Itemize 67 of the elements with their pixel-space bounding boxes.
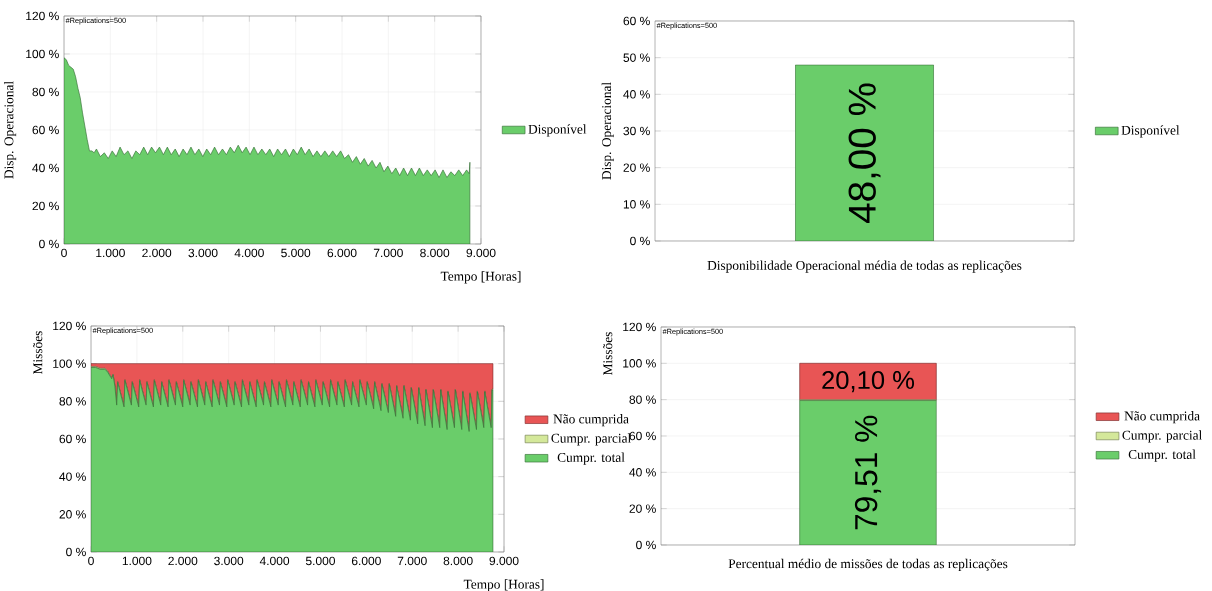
data-label: 79,51 % bbox=[854, 415, 882, 530]
y-tick-label: 20 % bbox=[59, 510, 86, 519]
y-tick-label: 0 % bbox=[636, 540, 656, 550]
x-tick-label: 4.000 bbox=[234, 248, 264, 258]
x-axis-title: Tempo [Horas] bbox=[440, 271, 521, 284]
legend-label: Cumpr. total bbox=[1128, 449, 1196, 462]
legend-label: Cumpr. parcial bbox=[1122, 430, 1203, 443]
y-tick-label: 40 % bbox=[59, 472, 86, 481]
y-tick-label: 80 % bbox=[59, 397, 86, 406]
x-tick-label: 6.000 bbox=[351, 556, 381, 566]
x-tick-label: 7.000 bbox=[373, 248, 403, 258]
y-tick-label: 60 % bbox=[629, 431, 656, 441]
y-tick-label: 100 % bbox=[53, 359, 86, 368]
y-tick-label: 40 % bbox=[629, 468, 656, 477]
legend-label: Disponível bbox=[1121, 125, 1180, 138]
legend-label: Não cumprida bbox=[553, 414, 629, 427]
x-tick-label: 9.000 bbox=[466, 248, 496, 258]
y-tick-label: 30 % bbox=[623, 126, 650, 136]
x-axis-title: Percentual médio de missões de todas as replicações bbox=[728, 558, 1008, 571]
y-tick-label: 10 % bbox=[623, 200, 650, 209]
y-tick-label: 100 % bbox=[26, 49, 59, 59]
legend-label: Disponível bbox=[528, 124, 587, 137]
y-tick-label: 60 % bbox=[623, 16, 650, 26]
y-tick-label: 50 % bbox=[623, 53, 650, 62]
y-tick-label: 20 % bbox=[32, 201, 59, 211]
x-tick-label: 2.000 bbox=[142, 248, 172, 258]
y-axis-title: Disp. Operacional bbox=[4, 81, 17, 179]
x-tick-label: 5.000 bbox=[281, 248, 311, 258]
x-tick-label: 0 bbox=[88, 556, 94, 566]
x-axis-title: Tempo [Horas] bbox=[463, 579, 544, 591]
x-tick-label: 5.000 bbox=[305, 556, 335, 566]
legend-label: Cumpr. total bbox=[557, 452, 625, 465]
y-tick-label: 60 % bbox=[59, 434, 86, 444]
x-tick-label: 1.000 bbox=[122, 556, 152, 566]
y-tick-label: 80 % bbox=[32, 87, 59, 97]
y-tick-label: 40 % bbox=[623, 90, 650, 99]
y-tick-label: 0 % bbox=[39, 239, 59, 249]
y-tick-label: 120 % bbox=[53, 321, 86, 331]
y-tick-label: 60 % bbox=[32, 125, 59, 135]
y-tick-label: 0 % bbox=[630, 236, 650, 246]
y-tick-label: 20 % bbox=[629, 504, 656, 513]
y-axis-title: Disp. Operacional bbox=[601, 82, 614, 180]
y-tick-label: 80 % bbox=[629, 395, 656, 404]
x-tick-label: 7.000 bbox=[397, 556, 427, 566]
y-tick-label: 120 % bbox=[623, 322, 656, 332]
data-label: 20,10 % bbox=[822, 370, 915, 393]
x-tick-label: 8.000 bbox=[420, 248, 450, 258]
y-tick-label: 100 % bbox=[623, 359, 656, 368]
y-tick-label: 20 % bbox=[623, 163, 650, 172]
x-tick-label: 8.000 bbox=[443, 556, 473, 566]
x-tick-label: 3.000 bbox=[188, 248, 218, 258]
x-tick-label: 3.000 bbox=[214, 556, 244, 566]
y-tick-label: 40 % bbox=[32, 163, 59, 173]
y-axis-title: Missões bbox=[33, 331, 43, 375]
y-tick-label: 0 % bbox=[66, 547, 86, 557]
data-label: 48,00 % bbox=[848, 83, 881, 224]
x-tick-label: 4.000 bbox=[259, 556, 290, 566]
x-tick-label: 2.000 bbox=[168, 556, 198, 566]
x-tick-label: 0 bbox=[61, 248, 67, 258]
legend-label: Não cumprida bbox=[1124, 411, 1200, 424]
x-tick-label: 6.000 bbox=[327, 248, 357, 258]
x-axis-title: Disponibilidade Operacional média de todas as replicações bbox=[707, 260, 1022, 273]
x-tick-label: 9.000 bbox=[489, 556, 519, 566]
y-tick-label: 120 % bbox=[26, 11, 59, 21]
legend-label: Cumpr. parcial bbox=[551, 433, 631, 446]
x-tick-label: 1.000 bbox=[96, 248, 125, 258]
y-axis-title: Missões bbox=[603, 332, 613, 376]
